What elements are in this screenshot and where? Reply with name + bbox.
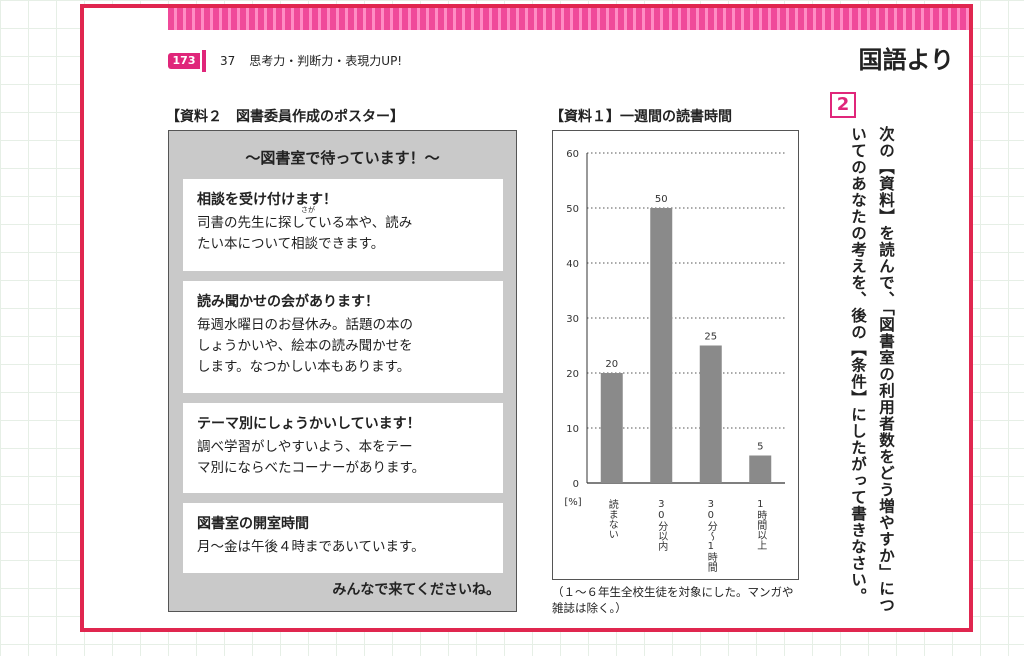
y-axis-unit: [%] <box>564 497 581 508</box>
chart-label: 【資料１】一週間の読書時間 <box>550 109 732 125</box>
y-tick-label: 40 <box>566 259 579 270</box>
poster-title: ～図書室で待っています！～ <box>245 149 440 167</box>
poster-label: 【資料２ 図書委員作成のポスター】 <box>166 109 404 125</box>
bar <box>699 345 722 483</box>
bar <box>600 373 623 483</box>
data-label: 5 <box>757 442 763 453</box>
card-body: 毎週水曜日のお昼休み。話題の本の しょうかいや、絵本の読み聞かせを します。なつ… <box>197 317 413 375</box>
poster-card-consultation: 相談を受け付けます！ 司書の先生に探している本や、読み たい本について相談できま… <box>183 179 503 271</box>
poster-footer: みんなで来てくださいね。 <box>332 582 500 598</box>
x-tick-label: 1時間以上 <box>755 499 767 550</box>
card-heading: 相談を受け付けます！ <box>197 192 337 208</box>
card-body: 月～金は午後４時まであいています。 <box>197 539 425 555</box>
y-tick-label: 10 <box>566 424 579 435</box>
source-title: 国語より <box>858 46 954 74</box>
chart-note: （１～６年生全校生徒を対象にした。マンガや雑誌は除く。） <box>552 585 794 615</box>
y-tick-label: 0 <box>573 479 579 490</box>
card-heading: テーマ別にしょうかいしています！ <box>197 416 421 432</box>
poster-card-hours: 図書室の開室時間 月～金は午後４時まであいています。 <box>183 503 503 573</box>
data-label: 20 <box>605 359 618 370</box>
unit-title: 思考力・判断力・表現力UP! <box>249 54 403 68</box>
page-header: 173 37 思考力・判断力・表現力UP! <box>168 49 403 72</box>
question-text: 次の【資料】を読んで、「図書室の利用者数をどう増やすか」についてのあなたの考えを… <box>849 126 895 614</box>
y-tick-label: 30 <box>566 314 579 325</box>
x-tick-label: 読まない <box>606 498 618 539</box>
poster-card-storytelling: 読み聞かせの会があります！ 毎週水曜日のお昼休み。話題の本の しょうかいや、絵本… <box>183 281 503 393</box>
card-heading: 読み聞かせの会があります！ <box>197 294 379 310</box>
question-area: 2 次の【資料】を読んで、「図書室の利用者数をどう増やすか」についてのあなたの考… <box>770 92 950 613</box>
ruby-annotation: さが <box>301 206 315 214</box>
library-poster: ～図書室で待っています！～ 相談を受け付けます！ 司書の先生に探している本や、読… <box>168 130 517 612</box>
bar <box>650 208 673 483</box>
card-heading: 図書室の開室時間 <box>197 516 309 532</box>
data-label: 25 <box>704 332 717 343</box>
card-body: 調べ学習がしやすいよう、本をテー マ別にならべたコーナーがあります。 <box>197 439 426 476</box>
y-tick-label: 20 <box>566 369 579 380</box>
decorative-band <box>168 8 969 30</box>
page-number-badge: 173 <box>168 49 206 72</box>
card-body: 司書の先生に探している本や、読み たい本について相談できます。 <box>197 215 413 252</box>
x-tick-label: 30分以内 <box>656 499 668 552</box>
y-tick-label: 60 <box>566 149 579 160</box>
x-tick-label: 30分～1時間 <box>705 499 717 573</box>
reading-time-chart: 0 10 20 30 40 50 60 [%] 20 読まない 50 30分以内 25 30分～1時間 5 1… <box>552 130 799 580</box>
bar <box>749 455 772 483</box>
poster-card-themes: テーマ別にしょうかいしています！ 調べ学習がしやすいよう、本をテー マ別にならべ… <box>183 403 503 493</box>
data-label: 50 <box>655 194 668 205</box>
unit-number: 37 <box>220 53 236 68</box>
question-number: 2 <box>830 92 856 118</box>
chart-svg: 0 10 20 30 40 50 60 [%] 20 読まない 50 30分以内 25 30分～1時間 5 1… <box>564 149 785 573</box>
y-tick-label: 50 <box>566 204 579 215</box>
